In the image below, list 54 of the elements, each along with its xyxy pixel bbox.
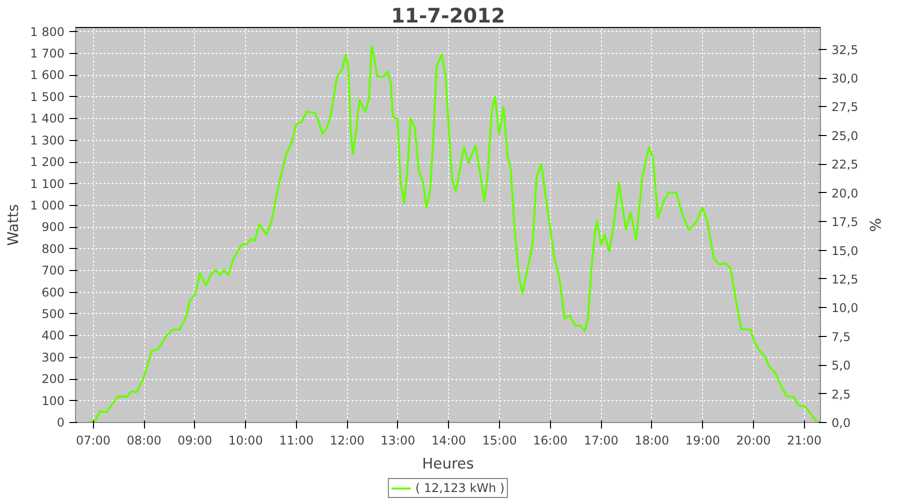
y2-tick-label: 2,5 (832, 387, 851, 402)
x-tick-label: 19:00 (685, 434, 720, 448)
y2-axis-title: % (866, 218, 884, 232)
x-tick-label: 09:00 (178, 434, 212, 448)
y-tick-label: 1 300 (30, 133, 65, 148)
y-tick-label: 1 600 (30, 68, 65, 82)
y2-tick-label: 25,0 (832, 128, 858, 143)
y-tick-label: 1 800 (30, 24, 65, 39)
x-tick-label: 14:00 (431, 434, 466, 448)
y-tick-label: 1 700 (30, 46, 65, 61)
y-tick-label: 100 (42, 394, 64, 408)
y-tick-label: 0 (56, 416, 65, 430)
x-axis-title: Heures (422, 456, 474, 472)
y2-tick-label: 10,0 (832, 301, 858, 316)
y2-tick-label: 20,0 (832, 186, 858, 200)
y2-tick-label: 22,5 (832, 158, 858, 172)
y-tick-label: 1 100 (30, 176, 65, 191)
x-tick-label: 07:00 (76, 434, 111, 448)
y-tick-label: 500 (42, 306, 64, 321)
y2-tick-label: 15,0 (832, 244, 858, 258)
y-tick-label: 800 (42, 242, 64, 256)
line-series (87, 45, 820, 422)
y2-tick-label: 5,0 (832, 358, 851, 373)
y2-tick-label: 32,5 (832, 42, 858, 57)
x-tick-label: 18:00 (634, 434, 670, 448)
y-tick-label: 1 400 (30, 112, 65, 126)
y-tick-label: 700 (42, 264, 64, 278)
y2-tick-label: 30,0 (832, 72, 858, 86)
y-tick-label: 1 200 (30, 155, 65, 170)
x-tick-label: 11:00 (279, 434, 314, 448)
y-tick-label: 300 (42, 350, 64, 364)
y-tick-label: 600 (42, 285, 64, 300)
legend-label: ( 12,123 kWh ) (415, 481, 505, 495)
y2-tick-label: 27,5 (832, 100, 858, 114)
x-tick-label: 20:00 (736, 434, 771, 448)
x-tick-label: 12:00 (330, 434, 364, 448)
x-tick-label: 13:00 (380, 434, 416, 448)
x-tick-label: 21:00 (786, 434, 822, 448)
y-tick-label: 200 (42, 372, 64, 386)
y-tick-label: 900 (42, 220, 64, 234)
x-tick-label: 16:00 (533, 434, 568, 448)
y-tick-label: 1 500 (30, 90, 65, 104)
y2-tick-label: 7,5 (832, 330, 851, 344)
y2-tick-label: 0,0 (832, 416, 851, 430)
y-tick-label: 1 000 (30, 198, 65, 212)
y2-tick-label: 17,5 (832, 215, 858, 230)
y-axis-title: Watts (5, 204, 22, 246)
y-tick-label: 400 (42, 328, 64, 343)
x-tick-label: 17:00 (584, 434, 618, 448)
y2-tick-label: 12,5 (832, 272, 858, 286)
chart-title: 11-7-2012 (390, 4, 506, 28)
x-tick-label: 10:00 (228, 434, 263, 448)
x-tick-label: 08:00 (126, 434, 162, 448)
x-tick-label: 15:00 (482, 434, 517, 448)
